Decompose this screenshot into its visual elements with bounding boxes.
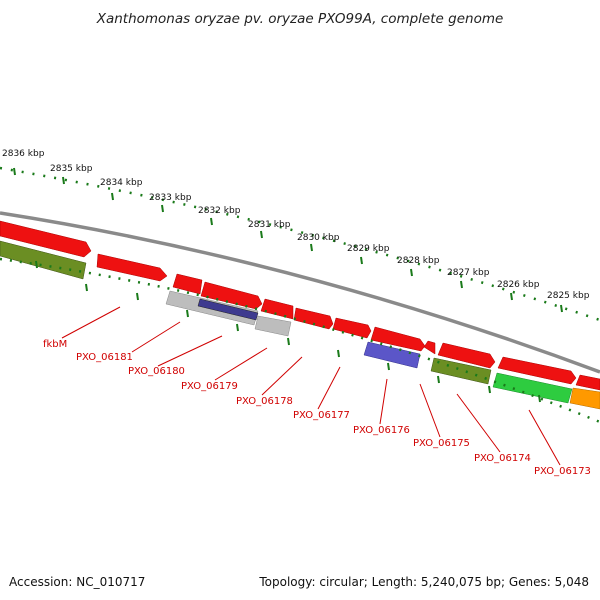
major-tick [136, 292, 139, 301]
leader-line [61, 306, 121, 339]
gene-label[interactable]: PXO_06180 [128, 366, 185, 377]
map-title: Xanthomonas oryzae pv. oryzae PXO99A, co… [96, 11, 504, 27]
gene-label[interactable]: PXO_06173 [534, 466, 591, 477]
major-tick [337, 349, 340, 358]
gene-arrow-cds[interactable] [260, 298, 294, 320]
gene-arrow-cds[interactable] [423, 340, 436, 355]
major-tick [538, 394, 541, 403]
gene-arrow-cds[interactable] [200, 281, 263, 310]
inner-ruler-major-ticks [35, 260, 541, 403]
leader-line [261, 356, 303, 396]
major-tick [437, 375, 440, 384]
gene-arrow-cds[interactable] [96, 253, 168, 282]
genome-summary-text: Topology: circular; Length: 5,240,075 bp… [258, 575, 589, 589]
gene-arrow-cds[interactable] [0, 220, 92, 258]
major-tick [35, 260, 38, 269]
leader-line [528, 409, 561, 466]
olive-feature[interactable] [430, 357, 492, 385]
ruler-label: 2832 kbp [198, 206, 241, 216]
major-tick [210, 217, 213, 226]
gene-label[interactable]: PXO_06177 [293, 410, 350, 421]
gene-arrow-cds[interactable] [293, 307, 334, 330]
gene-label[interactable]: PXO_06175 [413, 438, 470, 449]
gene-label[interactable]: fkbM [43, 339, 67, 350]
feature-track-2 [0, 240, 600, 410]
gene-arrow-cds[interactable] [437, 342, 496, 369]
leader-line [456, 393, 501, 453]
gene-arrow-cds[interactable] [497, 356, 577, 385]
blue-feature[interactable] [197, 298, 259, 321]
major-tick [85, 283, 88, 292]
gene-label[interactable]: PXO_06176 [353, 425, 410, 436]
outer-ruler-track [0, 166, 600, 322]
ruler-label: 2836 kbp [2, 149, 45, 159]
leader-line [131, 321, 181, 353]
gene-leader-lines [61, 306, 561, 466]
major-tick [510, 292, 513, 301]
gene-arrow-cds[interactable] [332, 317, 372, 339]
ruler-label: 2834 kbp [100, 178, 143, 188]
genome-backbone [0, 211, 600, 374]
gray-feature[interactable] [254, 315, 292, 337]
leader-line [379, 378, 388, 425]
major-tick [13, 167, 16, 176]
major-tick [186, 309, 189, 318]
gene-label[interactable]: PXO_06179 [181, 381, 238, 392]
leader-line [317, 366, 341, 410]
major-tick [111, 192, 114, 201]
orange-feature[interactable] [569, 387, 600, 410]
gene-arrow-cds[interactable] [370, 326, 426, 352]
leader-line [419, 383, 441, 438]
major-tick [360, 256, 363, 265]
leader-line [214, 347, 268, 381]
gene-label[interactable]: PXO_06174 [474, 453, 531, 464]
accession-text: Accession: NC_010717 [9, 575, 145, 589]
ruler-labels: 2836 kbp 2835 kbp 2834 kbp 2833 kbp 2832… [2, 149, 590, 301]
ruler-label: 2827 kbp [447, 268, 490, 278]
ruler-label: 2831 kbp [248, 220, 291, 230]
leader-line [157, 335, 223, 367]
olive-feature[interactable] [0, 240, 87, 280]
ruler-label: 2829 kbp [347, 244, 390, 254]
ruler-label: 2825 kbp [547, 291, 590, 301]
gene-labels: fkbM PXO_06181 PXO_06180 PXO_06179 PXO_0… [43, 339, 591, 477]
major-tick [287, 337, 290, 346]
gene-label[interactable]: PXO_06181 [76, 352, 133, 363]
ruler-label: 2830 kbp [297, 233, 340, 243]
gene-label[interactable]: PXO_06178 [236, 396, 293, 407]
major-tick [410, 268, 413, 277]
major-tick [310, 243, 313, 252]
ruler-label: 2833 kbp [149, 193, 192, 203]
major-tick [236, 323, 239, 332]
major-tick [460, 280, 463, 289]
forward-strand-features [0, 220, 600, 391]
ruler-label: 2835 kbp [50, 164, 93, 174]
major-tick [560, 304, 563, 313]
outer-ruler-major-ticks [13, 167, 563, 313]
major-tick [161, 204, 164, 213]
ruler-label: 2826 kbp [497, 280, 540, 290]
major-tick [488, 385, 491, 394]
gene-arrow-cds[interactable] [172, 273, 203, 295]
blue-feature[interactable] [363, 341, 421, 369]
ruler-label: 2828 kbp [397, 256, 440, 266]
major-tick [62, 176, 65, 185]
major-tick [387, 362, 390, 371]
gene-arrow-cds[interactable] [575, 374, 600, 391]
major-tick [260, 230, 263, 239]
